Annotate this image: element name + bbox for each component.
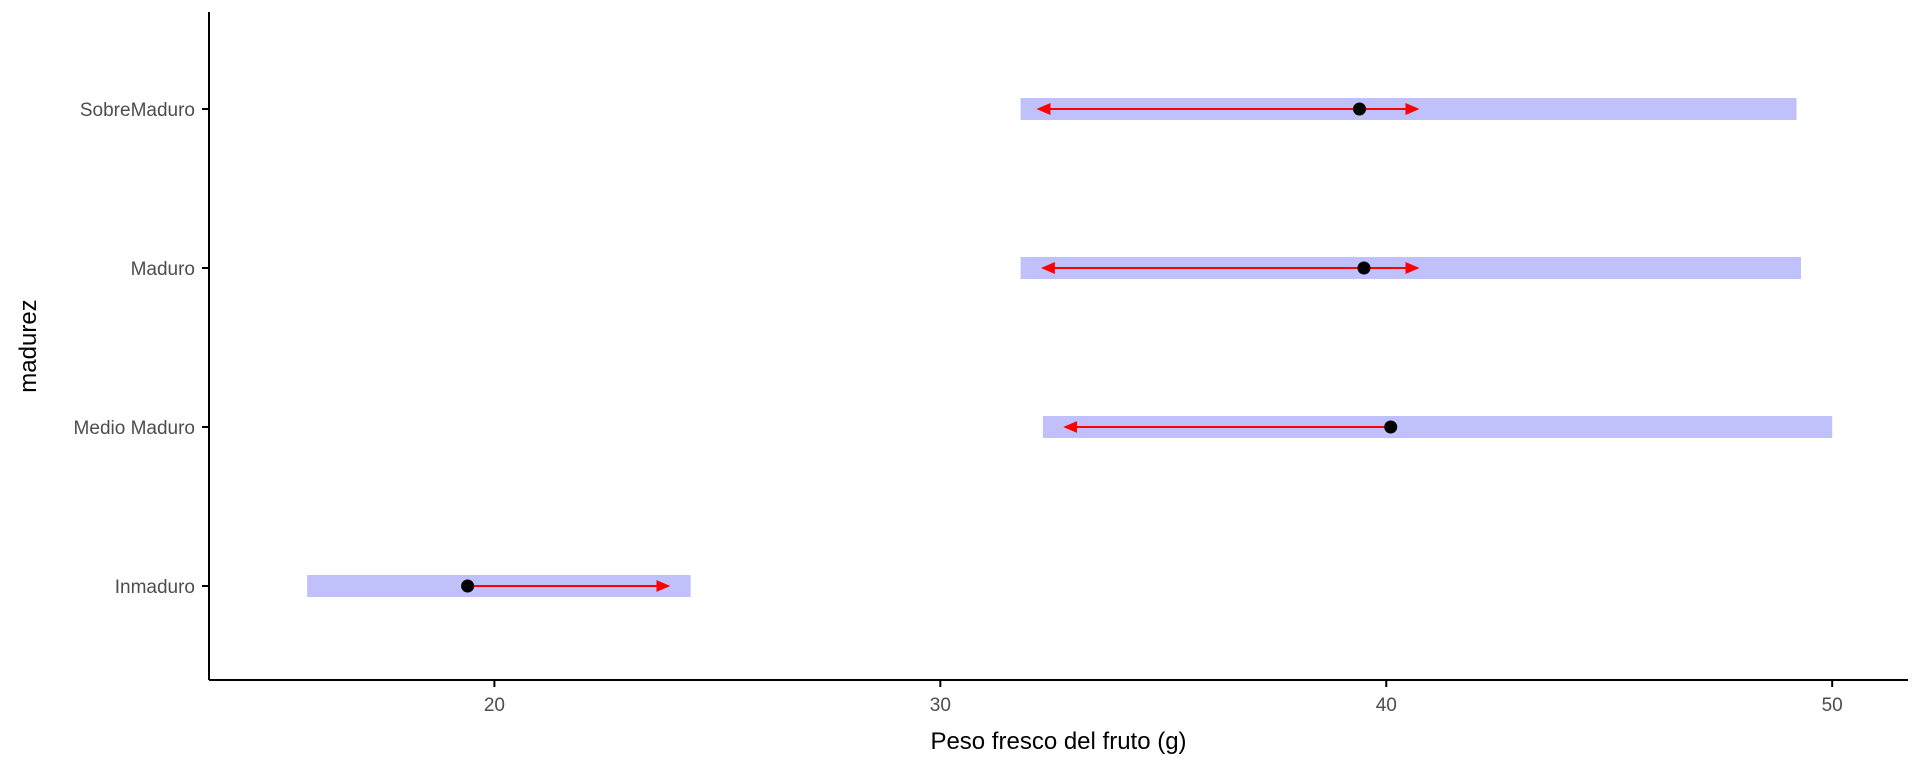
x-axis-title: Peso fresco del fruto (g) [930, 728, 1186, 755]
range-band-medio-maduro [1042, 416, 1833, 438]
x-tick-label-40: 40 [1376, 695, 1397, 716]
y-tick-label-maduro: Maduro [131, 259, 195, 280]
x-ticks: 20 30 40 50 [484, 680, 1843, 716]
arrows [467, 103, 1420, 592]
y-tick-label-medio-maduro: Medio Maduro [74, 418, 195, 439]
points [461, 102, 1398, 593]
y-tick-label-inmaduro: Inmaduro [115, 577, 195, 598]
range-bands [307, 98, 1833, 597]
y-ticks: Inmaduro Medio Maduro Maduro SobreMaduro [74, 100, 209, 598]
point-sobremaduro [1353, 102, 1367, 116]
axes [208, 12, 1908, 681]
point-maduro [1357, 261, 1371, 275]
x-tick-label-20: 20 [484, 695, 505, 716]
y-tick-label-sobremaduro: SobreMaduro [80, 100, 195, 121]
x-tick-label-50: 50 [1822, 695, 1843, 716]
y-axis-title: madurez [15, 299, 42, 392]
point-medio-maduro [1384, 420, 1398, 434]
x-tick-label-30: 30 [930, 695, 951, 716]
point-inmaduro [461, 579, 475, 593]
